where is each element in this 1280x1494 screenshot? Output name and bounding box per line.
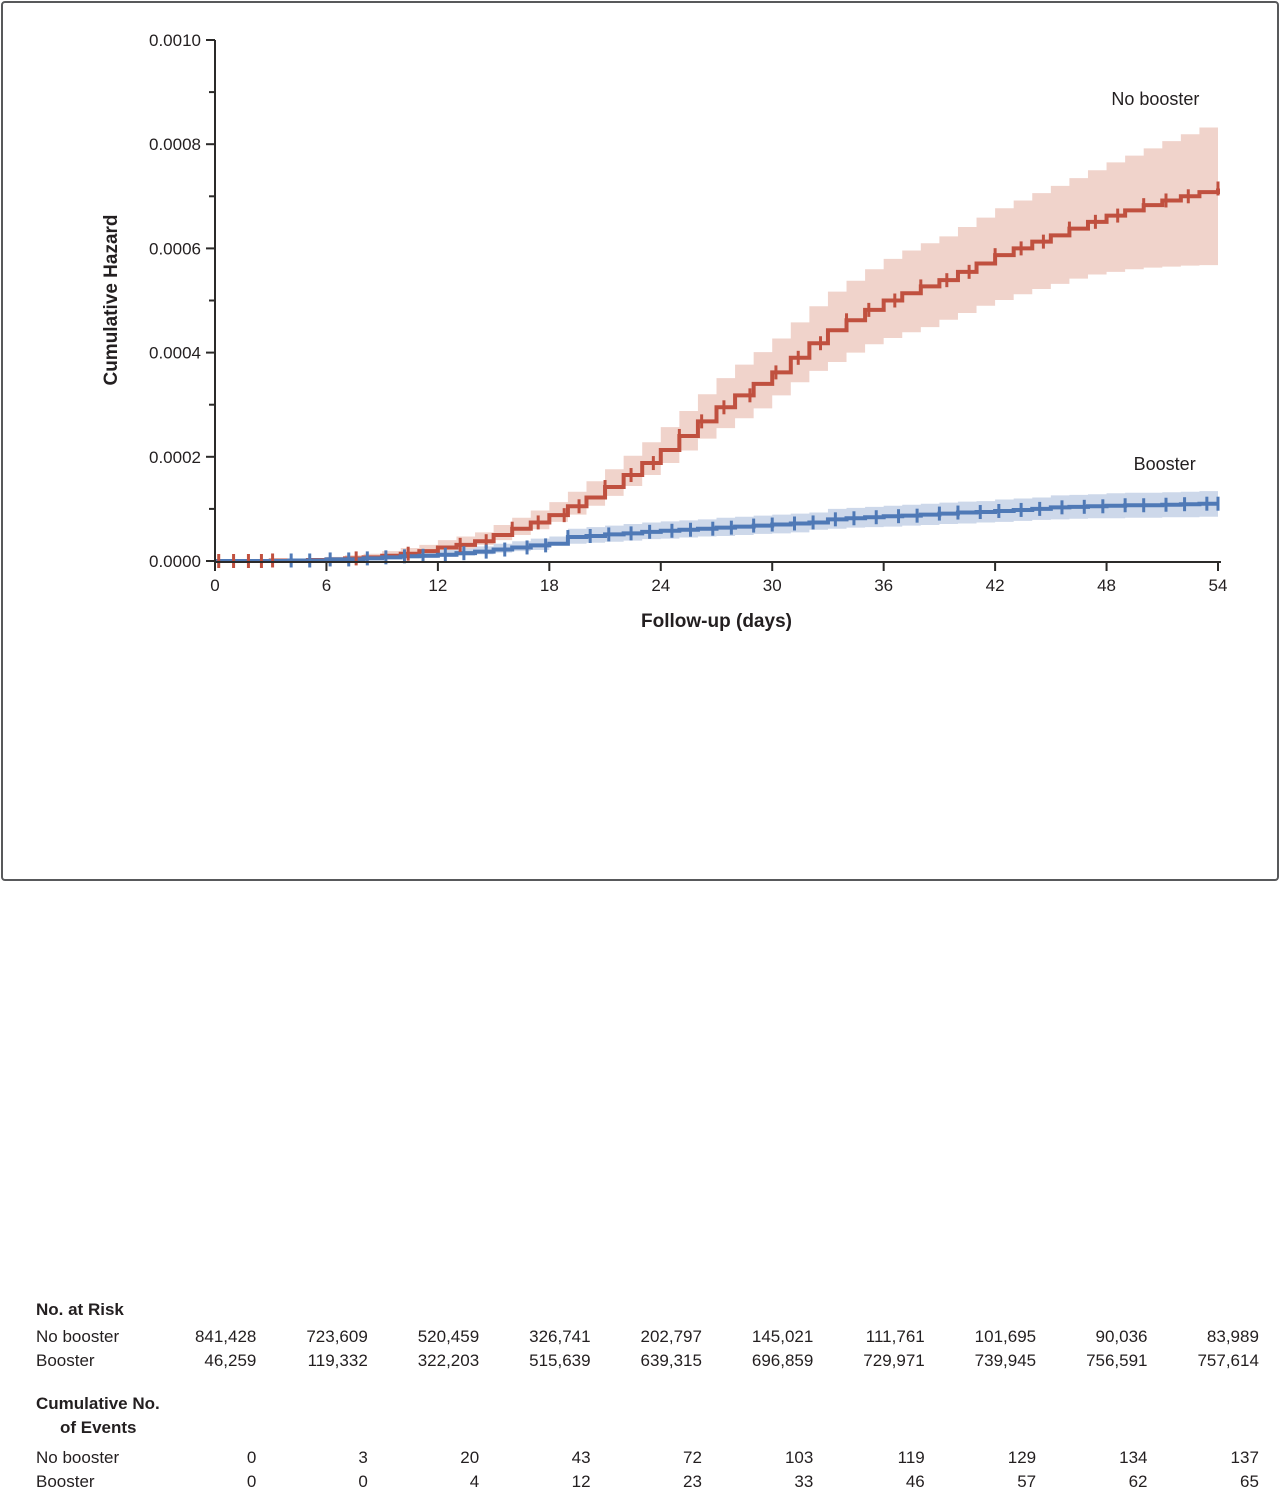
at-risk-row-no-booster: No booster 841,428 723,609 520,459 326,741 2… (0, 1325, 1280, 1349)
events-values-no-booster: 0 3 20 43 72 103 119 129 134 137 (145, 1446, 1261, 1470)
table-cell-value: 0 (358, 1472, 368, 1491)
events-header-row-2: of Events (0, 1416, 1280, 1440)
y-tick-label: 0.0000 (149, 552, 201, 571)
number-at-risk-section: No. at Risk No booster 841,428 723,609 520… (0, 648, 1280, 1491)
x-tick-label: 12 (428, 576, 447, 595)
censor-ticks-booster (289, 496, 1220, 568)
events-header-row-1: Cumulative No. (0, 1392, 1280, 1416)
x-tick-label: 18 (540, 576, 559, 595)
table-cell-value: 739,945 (974, 1351, 1037, 1370)
x-tick-label: 48 (1097, 576, 1116, 595)
y-axis-title: Cumulative Hazard (101, 214, 122, 385)
table-cell-value: 119 (897, 1448, 925, 1467)
x-axis-title: Follow-up (days) (641, 611, 792, 632)
at-risk-header: No. at Risk (36, 1300, 124, 1319)
table-cell-value: 326,741 (529, 1327, 591, 1346)
table-cell-value: 202,797 (640, 1327, 702, 1346)
y-tick-label: 0.0002 (149, 448, 201, 467)
table-cell-value: 57 (1017, 1472, 1037, 1491)
confidence-band-booster (215, 490, 1218, 561)
table-cell-value: 723,609 (306, 1327, 368, 1346)
row-label-booster: Booster (36, 1472, 95, 1491)
table-cell-value: 33 (794, 1472, 814, 1491)
x-tick-label: 6 (322, 576, 331, 595)
table-cell-value: 0 (246, 1472, 257, 1491)
table-cell-value: 43 (571, 1448, 591, 1467)
table-cell-value: 756,591 (1086, 1351, 1148, 1370)
row-label-booster: Booster (36, 1351, 95, 1370)
table-cell-value: 137 (1230, 1448, 1259, 1467)
table-cell-value: 46 (905, 1472, 925, 1491)
table-cell-value: 3 (358, 1448, 368, 1467)
x-tick-label: 0 (210, 576, 219, 595)
events-header-line2: of Events (60, 1418, 137, 1437)
series-label-booster: Booster (1134, 454, 1196, 474)
table-cell-value: 515,639 (529, 1351, 591, 1370)
table-cell-value: 20 (460, 1448, 480, 1467)
at-risk-header-row: No. at Risk (0, 1298, 1280, 1322)
table-cell-value: 90,036 (1095, 1327, 1148, 1346)
table-cell-value: 841,428 (194, 1327, 257, 1346)
table-cell-value: 65 (1239, 1472, 1259, 1491)
cumulative-hazard-plot: 0.0000 0.0002 0.0004 0.0006 0.0008 0.0010 0 6 12… (0, 0, 1280, 648)
table-cell-value: 12 (571, 1472, 591, 1491)
table-cell-value: 46,259 (204, 1351, 257, 1370)
y-tick-label: 0.0006 (149, 239, 201, 258)
censor-ticks-no-booster (217, 181, 1220, 568)
events-header-line1: Cumulative No. (36, 1394, 160, 1413)
at-risk-values-booster: 46,259 119,332 322,203 515,639 639,315 696,85… (145, 1349, 1261, 1373)
table-cell-value: 62 (1128, 1472, 1148, 1491)
events-row-booster: Booster 0 0 4 12 23 33 46 57 62 65 (0, 1470, 1280, 1494)
x-tick-label: 42 (986, 576, 1005, 595)
table-cell-value: 729,971 (863, 1351, 925, 1370)
hazard-plot-svg: 0.0000 0.0002 0.0004 0.0006 0.0008 0.0010 0 6 12… (101, 31, 1228, 632)
row-label-no-booster: No booster (36, 1327, 120, 1346)
at-risk-values-no-booster: 841,428 723,609 520,459 326,741 202,797 145,0… (145, 1325, 1261, 1349)
y-tick-label: 0.0008 (149, 135, 201, 154)
confidence-band-no-booster (215, 120, 1218, 561)
table-cell-value: 119,332 (307, 1351, 368, 1370)
y-tick-label: 0.0010 (149, 31, 201, 50)
table-cell-value: 145,021 (751, 1327, 814, 1346)
y-tick-label: 0.0004 (149, 344, 201, 363)
table-cell-value: 129 (1007, 1448, 1037, 1467)
table-cell-value: 111,761 (865, 1327, 925, 1346)
table-cell-value: 0 (246, 1448, 257, 1467)
x-tick-label: 54 (1209, 576, 1228, 595)
x-tick-label: 24 (651, 576, 670, 595)
table-cell-value: 322,203 (417, 1351, 480, 1370)
row-label-no-booster: No booster (36, 1448, 120, 1467)
events-row-no-booster: No booster 0 3 20 43 72 103 119 129 134 137 (0, 1446, 1280, 1470)
table-cell-value: 4 (469, 1472, 480, 1491)
events-values-booster: 0 0 4 12 23 33 46 57 62 65 (145, 1470, 1261, 1494)
table-cell-value: 23 (683, 1472, 702, 1491)
table-cell-value: 72 (683, 1448, 702, 1467)
table-cell-value: 757,614 (1197, 1351, 1259, 1370)
table-cell-value: 639,315 (640, 1351, 702, 1370)
table-cell-value: 520,459 (417, 1327, 480, 1346)
x-tick-label: 30 (763, 576, 782, 595)
table-cell-value: 101,695 (974, 1327, 1037, 1346)
series-label-no-booster: No booster (1111, 89, 1199, 109)
table-cell-value: 103 (784, 1448, 814, 1467)
x-tick-label: 36 (874, 576, 893, 595)
table-cell-value: 696,859 (751, 1351, 814, 1370)
table-cell-value: 83,989 (1206, 1327, 1259, 1346)
table-cell-value: 134 (1119, 1448, 1148, 1467)
at-risk-row-booster: Booster 46,259 119,332 322,203 515,639 639,3… (0, 1349, 1280, 1373)
